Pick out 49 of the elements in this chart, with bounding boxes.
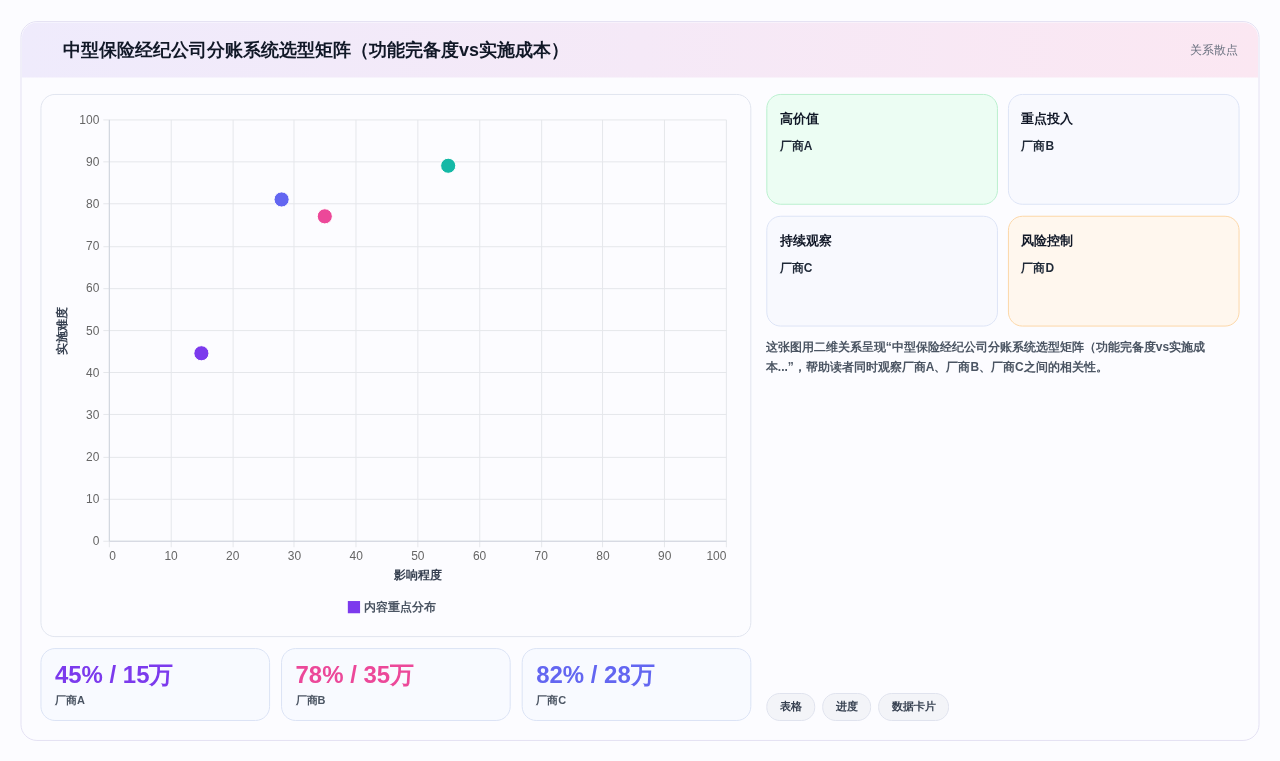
x-tick-label: 70 [534,549,549,564]
point [193,345,210,362]
text: 78% / 35万 [295,660,415,688]
y-tick-label: 10 [86,492,100,507]
y-tick-label: 40 [86,365,100,380]
text: 数据卡片 [890,700,936,713]
y-tick-label: 70 [86,239,100,254]
y-tick-label: 20 [86,449,100,464]
x-tick-label: 10 [164,549,179,564]
text: 45% / 15万 [54,660,174,688]
x-tick-label: 0 [109,549,117,564]
legend-label: 内容重点分布 [364,600,437,615]
y-tick-label: 30 [86,407,100,422]
x-tick-label: 20 [226,549,240,564]
text: 厂商D [1020,261,1055,276]
y-axis-title: 实施难度 [55,306,70,355]
point [316,208,333,225]
y-tick-label: 100 [79,112,100,127]
y-tick-label: 80 [86,197,100,212]
x-tick-label: 100 [706,549,727,564]
y-tick-label: 0 [92,534,100,549]
x-tick-label: 50 [411,549,425,564]
text: 厂商C [535,694,567,707]
x-tick-label: 30 [287,549,302,564]
text: 厂商A [778,139,813,154]
x-tick-label: 90 [658,549,672,564]
text: 表格 [778,700,803,713]
text: 厂商A [53,694,85,707]
text: 进度 [834,700,858,713]
text: 这张图用二维关系呈现“中型保险经纪公司分账系统选型矩阵（功能完备度vs实施成本...”，帮助读者同时观察厂商A、厂商B、厂商C之间的相关性。 [764,340,1206,375]
y-tick-label: 60 [86,281,100,296]
chart-title: 中型保险经纪公司分账系统选型矩阵（功能完备度vs实施成本） [62,39,569,60]
text: 持续观察 [778,233,832,249]
x-tick-label: 80 [596,549,610,564]
text: 厂商B [1020,139,1055,154]
point [440,157,457,174]
x-axis-title: 影响程度 [392,568,442,583]
text: 关系散点 [1190,42,1239,57]
text: 风险控制 [1020,233,1074,249]
x-tick-label: 60 [472,549,487,564]
text: 重点投入 [1020,111,1075,127]
point [273,191,290,208]
y-tick-label: 50 [86,323,100,338]
text: 高价值 [779,111,819,127]
text: 82% / 28万 [536,660,655,688]
text: 厂商B [294,694,326,707]
y-tick-label: 90 [86,155,100,170]
text: 厂商C [778,261,813,276]
x-tick-label: 40 [349,549,364,564]
